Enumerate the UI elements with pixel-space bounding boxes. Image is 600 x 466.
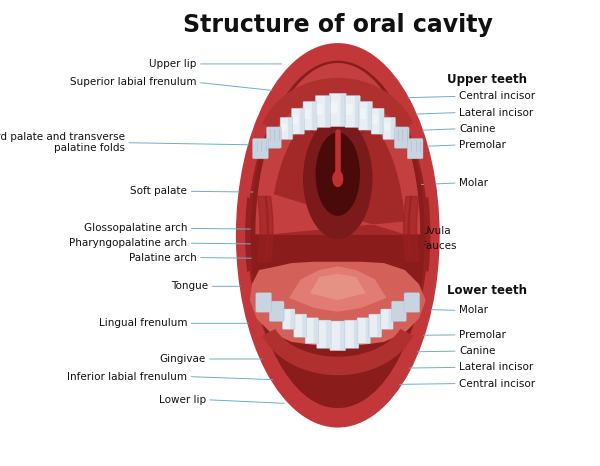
Text: Pharyngopalatine arch: Pharyngopalatine arch xyxy=(69,238,187,248)
FancyBboxPatch shape xyxy=(380,309,393,329)
FancyBboxPatch shape xyxy=(373,115,378,124)
Text: Lower teeth: Lower teeth xyxy=(446,284,527,297)
Text: Inferior labial frenulum: Inferior labial frenulum xyxy=(67,371,187,382)
FancyBboxPatch shape xyxy=(269,301,284,322)
FancyBboxPatch shape xyxy=(294,314,307,337)
FancyBboxPatch shape xyxy=(354,321,358,348)
Text: Tongue: Tongue xyxy=(171,281,208,291)
FancyBboxPatch shape xyxy=(325,96,330,127)
PathPatch shape xyxy=(262,329,413,375)
Text: Soft palate: Soft palate xyxy=(130,186,187,196)
FancyBboxPatch shape xyxy=(317,320,331,349)
FancyBboxPatch shape xyxy=(330,321,346,350)
FancyBboxPatch shape xyxy=(300,109,304,134)
FancyBboxPatch shape xyxy=(312,102,316,130)
FancyBboxPatch shape xyxy=(280,117,293,139)
FancyBboxPatch shape xyxy=(383,117,395,139)
FancyBboxPatch shape xyxy=(302,315,306,337)
FancyBboxPatch shape xyxy=(293,115,298,124)
FancyBboxPatch shape xyxy=(389,309,392,329)
Text: Molar: Molar xyxy=(459,305,488,315)
Ellipse shape xyxy=(251,61,425,408)
Text: Gingivae: Gingivae xyxy=(160,354,206,364)
Polygon shape xyxy=(289,267,386,312)
FancyBboxPatch shape xyxy=(357,318,370,344)
FancyBboxPatch shape xyxy=(368,102,372,130)
FancyBboxPatch shape xyxy=(360,109,366,119)
FancyBboxPatch shape xyxy=(391,118,395,139)
FancyBboxPatch shape xyxy=(266,127,281,148)
Polygon shape xyxy=(250,262,426,345)
Ellipse shape xyxy=(316,132,360,216)
FancyBboxPatch shape xyxy=(329,93,346,127)
Text: Molar: Molar xyxy=(459,178,488,188)
FancyBboxPatch shape xyxy=(290,309,295,329)
Text: Central incisor: Central incisor xyxy=(459,378,535,389)
Text: Lower lip: Lower lip xyxy=(158,395,206,405)
FancyBboxPatch shape xyxy=(359,102,373,130)
Text: Palatine arch: Palatine arch xyxy=(129,253,196,262)
FancyBboxPatch shape xyxy=(344,320,359,349)
Text: Canine: Canine xyxy=(459,124,496,134)
FancyBboxPatch shape xyxy=(345,96,360,128)
FancyBboxPatch shape xyxy=(377,315,382,337)
FancyBboxPatch shape xyxy=(385,123,389,131)
Text: Premolar: Premolar xyxy=(459,330,506,340)
Ellipse shape xyxy=(303,118,373,239)
FancyBboxPatch shape xyxy=(365,318,370,343)
FancyBboxPatch shape xyxy=(305,318,319,344)
FancyBboxPatch shape xyxy=(404,293,420,312)
FancyBboxPatch shape xyxy=(340,94,346,126)
FancyBboxPatch shape xyxy=(369,314,382,337)
Text: Premolar: Premolar xyxy=(459,140,506,150)
FancyBboxPatch shape xyxy=(288,118,292,139)
Ellipse shape xyxy=(236,43,440,427)
FancyBboxPatch shape xyxy=(256,293,272,312)
FancyBboxPatch shape xyxy=(392,301,406,322)
FancyBboxPatch shape xyxy=(340,322,345,350)
FancyBboxPatch shape xyxy=(253,138,268,159)
FancyBboxPatch shape xyxy=(326,321,331,348)
PathPatch shape xyxy=(239,45,436,198)
FancyBboxPatch shape xyxy=(331,102,338,114)
Text: Fauces: Fauces xyxy=(421,240,457,251)
Text: Upper teeth: Upper teeth xyxy=(446,73,527,86)
Text: Lingual frenulum: Lingual frenulum xyxy=(99,318,187,329)
Text: Lateral incisor: Lateral incisor xyxy=(459,108,533,117)
FancyBboxPatch shape xyxy=(379,109,383,134)
Ellipse shape xyxy=(332,171,343,187)
FancyBboxPatch shape xyxy=(317,103,323,115)
Text: Superior labial frenulum: Superior labial frenulum xyxy=(70,77,196,88)
Text: Hard palate and transverse
palatine folds: Hard palate and transverse palatine fold… xyxy=(0,132,125,153)
FancyBboxPatch shape xyxy=(281,123,287,131)
Ellipse shape xyxy=(245,55,430,416)
FancyBboxPatch shape xyxy=(314,318,318,343)
Text: Central incisor: Central incisor xyxy=(459,91,535,101)
FancyBboxPatch shape xyxy=(394,127,409,148)
Text: Uvula: Uvula xyxy=(421,226,451,236)
FancyBboxPatch shape xyxy=(283,309,295,329)
FancyBboxPatch shape xyxy=(346,103,353,115)
PathPatch shape xyxy=(271,105,405,234)
Text: Glossopalatine arch: Glossopalatine arch xyxy=(84,223,187,233)
PathPatch shape xyxy=(239,271,436,424)
Text: Upper lip: Upper lip xyxy=(149,59,196,69)
FancyBboxPatch shape xyxy=(407,138,423,159)
FancyBboxPatch shape xyxy=(304,109,310,119)
FancyBboxPatch shape xyxy=(303,102,317,130)
Text: Lateral incisor: Lateral incisor xyxy=(459,363,533,372)
Polygon shape xyxy=(310,274,365,300)
Text: Structure of oral cavity: Structure of oral cavity xyxy=(183,13,493,37)
PathPatch shape xyxy=(256,63,420,234)
Text: Canine: Canine xyxy=(459,346,496,356)
FancyBboxPatch shape xyxy=(292,108,304,134)
FancyBboxPatch shape xyxy=(355,96,360,127)
FancyBboxPatch shape xyxy=(316,96,331,128)
FancyBboxPatch shape xyxy=(371,108,384,134)
PathPatch shape xyxy=(262,78,413,131)
